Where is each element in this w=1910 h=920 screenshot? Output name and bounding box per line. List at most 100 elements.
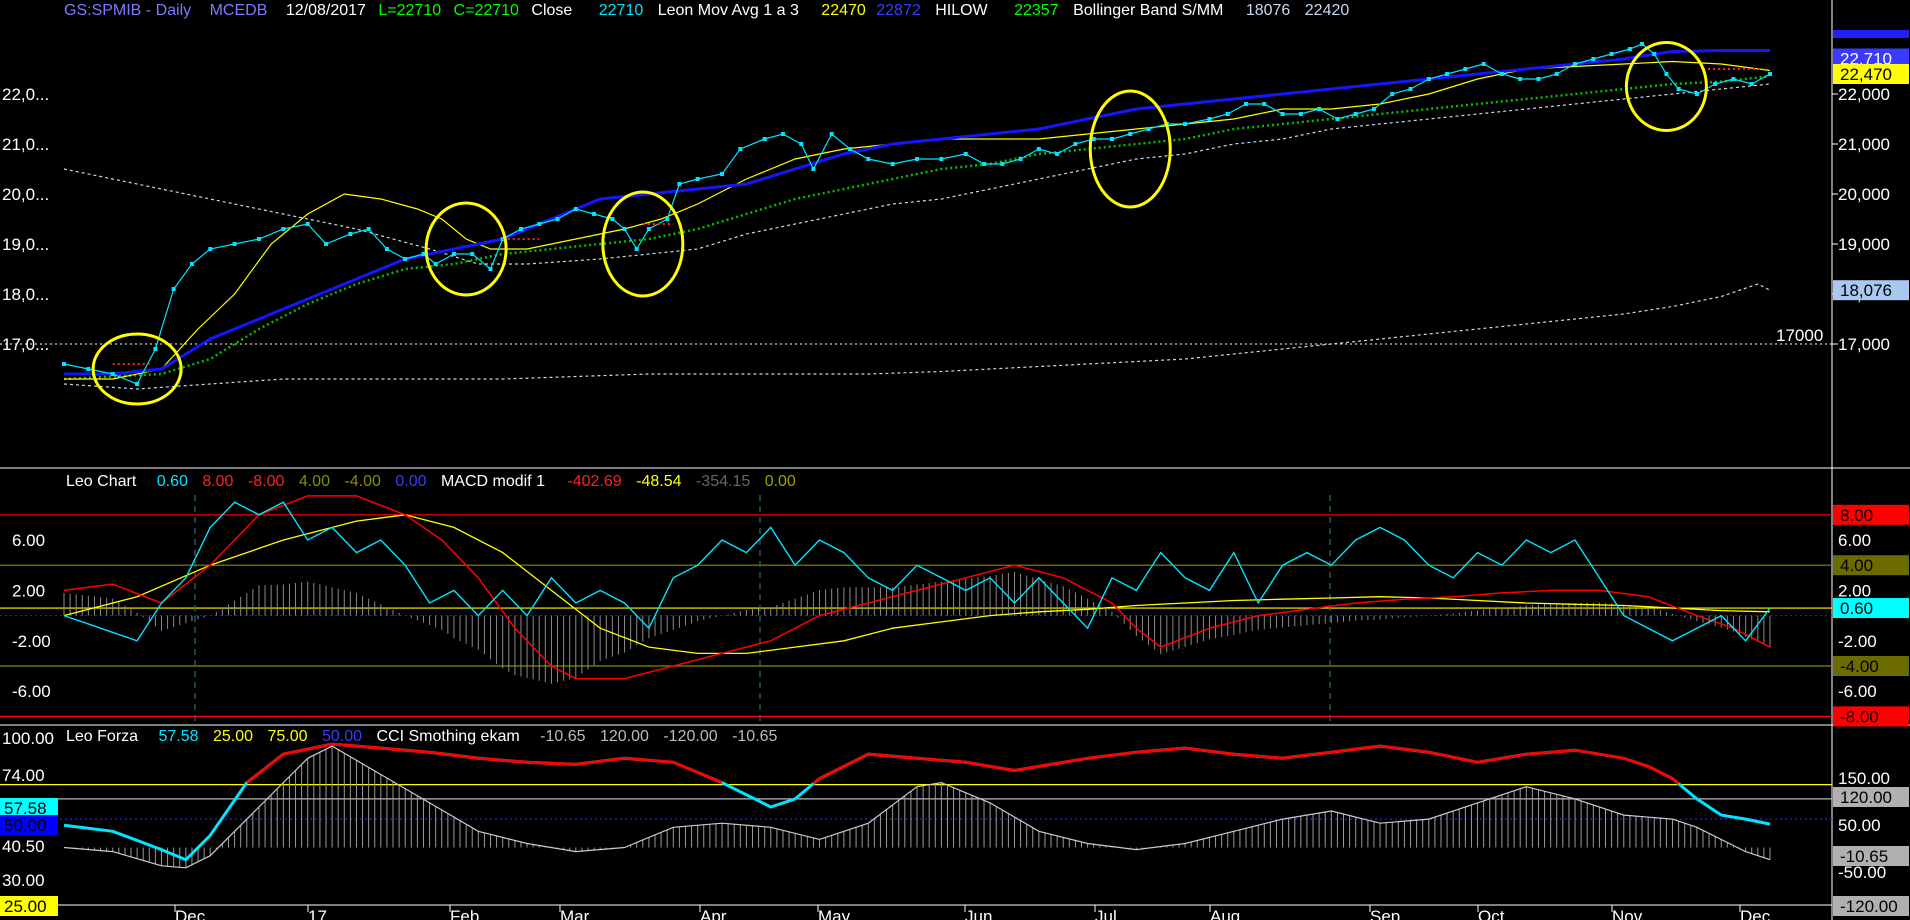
cci-right-tick: 50.00 xyxy=(1838,816,1881,835)
price-point xyxy=(62,362,66,366)
price-point xyxy=(1317,107,1322,111)
macd-badge-label: 4.00 xyxy=(1840,556,1873,575)
macd-left-tick: -2.00 xyxy=(12,632,51,651)
price-point xyxy=(86,367,91,371)
price-point xyxy=(1353,112,1358,116)
price-point xyxy=(665,217,670,221)
cci-left-badge-label: 57.58 xyxy=(4,799,47,818)
macd-badge xyxy=(1833,706,1909,727)
series-line-hilow xyxy=(63,74,1771,381)
macd-badge xyxy=(1833,555,1909,576)
x-axis-label: Jun xyxy=(965,907,992,920)
price-point xyxy=(1018,157,1023,161)
price-point xyxy=(677,182,682,186)
macd-right-tick: -6.00 xyxy=(1838,682,1877,701)
x-axis-label: Aug xyxy=(1210,907,1240,920)
axis-layer: 22,0... 22,000 21,0... 21,000 20,0... 20,000 1… xyxy=(0,30,1909,920)
macd-badge-label: -4.00 xyxy=(1840,657,1879,676)
macd-right-tick: 6.00 xyxy=(1838,531,1871,550)
price-right-tick: 22,000 xyxy=(1838,85,1890,104)
price-point xyxy=(720,172,725,176)
hilow-value: 22357 xyxy=(1014,2,1059,19)
price-point xyxy=(518,227,523,231)
price-point xyxy=(866,157,871,161)
price-point xyxy=(1609,52,1614,56)
cci-right-badge xyxy=(1833,787,1909,807)
price-point xyxy=(348,232,353,236)
price-point xyxy=(1036,147,1041,151)
price-point xyxy=(1371,107,1376,111)
price-point xyxy=(1408,87,1413,91)
price-right-tick: 20,000 xyxy=(1838,185,1890,204)
cci-right-badge-label: 120.00 xyxy=(1840,788,1892,807)
price-point xyxy=(1183,122,1188,126)
price-point xyxy=(622,227,627,231)
price-top-band xyxy=(1833,30,1909,38)
price-point xyxy=(1091,137,1096,141)
price-point xyxy=(1768,72,1772,76)
price-point xyxy=(323,242,328,246)
hilow-label: HILOW xyxy=(935,2,988,19)
plot-layer xyxy=(0,41,1832,869)
price-point xyxy=(135,382,140,386)
price-point xyxy=(232,242,237,246)
price-badge xyxy=(1833,280,1909,301)
price-point xyxy=(1390,92,1395,96)
highlight-circle xyxy=(1624,41,1708,132)
cci-left-badge xyxy=(0,798,58,818)
price-point xyxy=(1055,152,1060,156)
date-label: 12/08/2017 xyxy=(286,2,366,19)
highlight-circle xyxy=(424,201,508,297)
price-point xyxy=(470,252,475,256)
x-axis-label: Feb xyxy=(450,907,479,920)
series-line-ma-blue xyxy=(64,49,1770,376)
price-left-tick: 18,0... xyxy=(2,285,49,304)
ma-label: Leon Mov Avg 1 a 3 xyxy=(658,2,799,19)
close-eq-label: C=22710 xyxy=(454,2,519,19)
price-point xyxy=(208,247,213,251)
price-point xyxy=(915,157,919,161)
price-point xyxy=(1298,112,1303,116)
price-badge-label: 22,470 xyxy=(1840,65,1892,84)
price-badge-label: 18,076 xyxy=(1840,281,1892,300)
price-point xyxy=(799,142,804,146)
price-point xyxy=(1000,162,1005,166)
price-point xyxy=(1652,52,1657,56)
price-point xyxy=(847,147,852,151)
cci-left-tick: 74.00 xyxy=(2,766,45,785)
macd-left-tick: 6.00 xyxy=(12,531,45,550)
cci-left-tick: 40.50 xyxy=(2,837,45,856)
price-point xyxy=(171,287,176,291)
bb-label: Bollinger Band S/MM xyxy=(1073,2,1223,19)
macd-badge-label: 8.00 xyxy=(1840,506,1873,525)
price-point xyxy=(1518,77,1523,81)
highlight-circle xyxy=(91,332,183,406)
price-point xyxy=(1280,112,1285,116)
series-line-bb-upper xyxy=(63,83,1771,265)
price-point xyxy=(1463,67,1468,71)
source-label: MCEDB xyxy=(210,2,268,19)
macd-left-tick: -6.00 xyxy=(12,682,51,701)
x-axis-label: Dec xyxy=(175,907,206,920)
price-point xyxy=(110,372,115,376)
price-point xyxy=(890,162,895,166)
close-value: 22710 xyxy=(599,2,644,19)
price-point xyxy=(1694,92,1699,96)
cci-name: Leo Forza xyxy=(66,728,138,745)
price-point xyxy=(634,247,639,251)
x-axis-label: Nov xyxy=(1612,907,1643,920)
cci-left-badge-label: 25.00 xyxy=(4,897,47,916)
macd-left-tick: 2.00 xyxy=(12,581,45,600)
price-point xyxy=(1731,77,1736,81)
price-point xyxy=(189,262,194,266)
price-point xyxy=(1713,82,1718,86)
price-point xyxy=(281,227,286,231)
x-axis-label: Sep xyxy=(1370,907,1400,920)
series-line-macd-yellow xyxy=(63,514,1771,655)
ma-value-2: 22872 xyxy=(876,2,921,19)
macd-badge xyxy=(1833,656,1909,676)
price-badge xyxy=(1833,48,1909,69)
highlight-circle xyxy=(601,190,685,298)
